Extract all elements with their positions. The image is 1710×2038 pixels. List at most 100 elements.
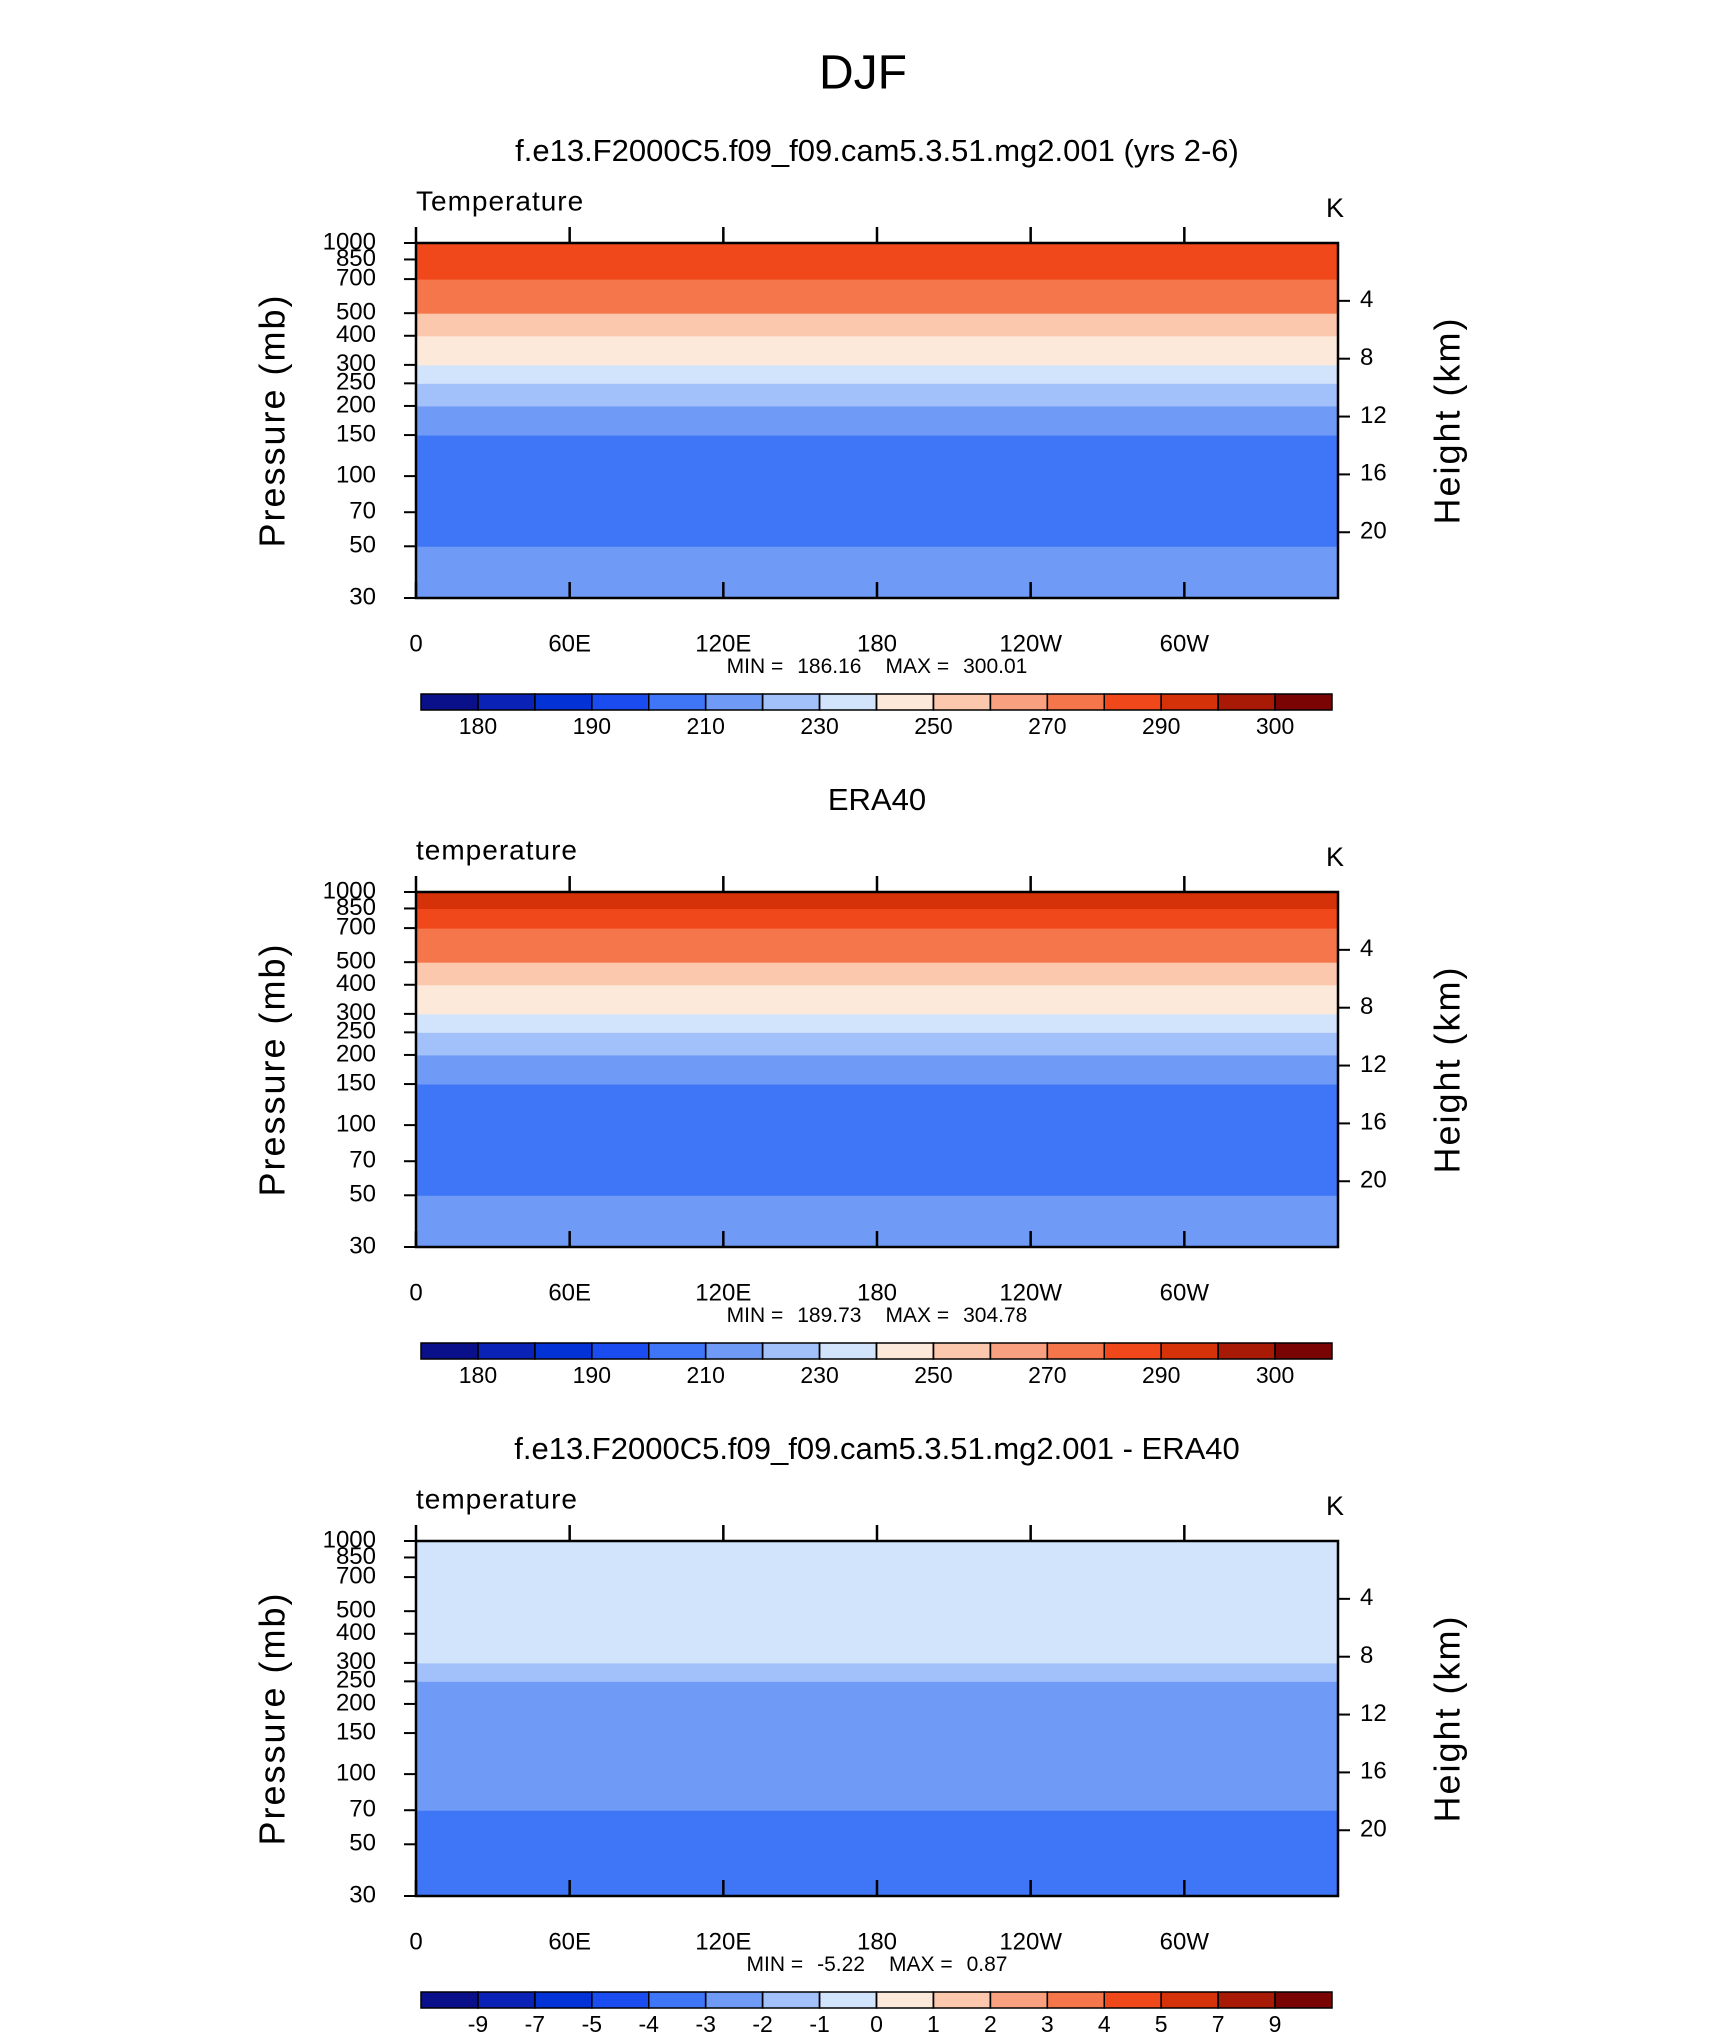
y2-axis-title: Height (km) <box>1427 316 1468 524</box>
stats-min-label: MIN = <box>747 1953 804 1976</box>
contour-band <box>416 1577 1338 1612</box>
colorbar-tick-label: 250 <box>914 713 952 739</box>
y-tick-label: 300 <box>336 350 376 377</box>
stats-max-label: MAX = <box>885 1304 949 1327</box>
colorbar-tick-label: 250 <box>914 1362 952 1388</box>
colorbar-box <box>818 693 878 711</box>
contour-band <box>416 259 1338 280</box>
colorbar-box <box>1103 693 1162 711</box>
panel-title: f.e13.F2000C5.f09_f09.cam5.3.51.mg2.001 … <box>515 133 1239 168</box>
colorbar-box <box>1217 1342 1276 1360</box>
colorbar-tick-label: 4 <box>1098 2011 1111 2037</box>
colorbar-tick-label: 3 <box>1041 2011 1054 2037</box>
contour-band <box>416 1703 1338 1734</box>
y-tick-label: 1000 <box>323 877 376 904</box>
y-tick-label: 1000 <box>323 228 376 255</box>
colorbar-tick-label: 230 <box>800 1362 838 1388</box>
colorbar-box <box>761 1342 821 1360</box>
colorbar-box <box>534 1991 593 2009</box>
y-tick-label: 100 <box>336 1759 376 1786</box>
x-tick-label: 120W <box>999 630 1062 657</box>
x-tick-label: 60W <box>1160 1279 1210 1306</box>
stats-max: 300.01 <box>963 655 1027 678</box>
y-tick-label: 400 <box>336 1619 376 1646</box>
contour-band <box>416 1541 1338 1558</box>
y2-tick-label: 20 <box>1360 1167 1387 1194</box>
y-tick-label: 300 <box>336 1648 376 1675</box>
colorbar-box <box>761 1991 821 2009</box>
stats-min-label: MIN = <box>727 655 784 678</box>
colorbar-box <box>989 693 1049 711</box>
y2-tick-label: 20 <box>1360 1816 1387 1843</box>
units-label: K <box>1326 193 1344 223</box>
colorbar-box <box>1274 693 1333 711</box>
x-tick-label: 120E <box>695 630 751 657</box>
y-tick-label: 700 <box>336 264 376 291</box>
colorbar-box <box>477 693 536 711</box>
y-tick-label: 500 <box>336 299 376 326</box>
contour-band <box>416 1662 1338 1682</box>
y2-tick-label: 8 <box>1360 344 1373 371</box>
y-tick-label: 50 <box>349 532 376 559</box>
y-tick-label: 850 <box>336 894 376 921</box>
colorbar-tick-label: 9 <box>1269 2011 1282 2037</box>
y-tick-label: 500 <box>336 948 376 975</box>
contour-band <box>416 1611 1338 1635</box>
y-axis-title: Pressure (mb) <box>252 942 293 1196</box>
panel-title: f.e13.F2000C5.f09_f09.cam5.3.51.mg2.001 … <box>514 1431 1240 1466</box>
x-tick-label: 60W <box>1160 1928 1210 1955</box>
colorbar-box <box>591 693 650 711</box>
y2-tick-label: 12 <box>1360 1051 1387 1078</box>
y-tick-label: 200 <box>336 1689 376 1716</box>
x-tick-label: 0 <box>409 630 422 657</box>
x-tick-label: 60E <box>548 630 591 657</box>
colorbar-tick-label: 180 <box>459 1362 497 1388</box>
y-tick-label: 300 <box>336 999 376 1026</box>
y-axis-title: Pressure (mb) <box>252 1591 293 1845</box>
y-tick-label: 400 <box>336 970 376 997</box>
colorbar-box <box>1160 693 1219 711</box>
contour-band <box>416 892 1338 909</box>
y-tick-label: 150 <box>336 1718 376 1745</box>
y2-tick-label: 16 <box>1360 1109 1387 1136</box>
contour-band <box>416 335 1338 366</box>
units-label: K <box>1326 842 1344 872</box>
stats-min: -5.22 <box>817 1953 865 1976</box>
colorbar-box <box>420 1991 479 2009</box>
y-tick-label: 100 <box>336 1110 376 1137</box>
x-tick-label: 180 <box>857 1928 897 1955</box>
x-tick-label: 120W <box>999 1928 1062 1955</box>
x-tick-label: 120W <box>999 1279 1062 1306</box>
y-tick-label: 1000 <box>323 1526 376 1553</box>
contour-band <box>416 928 1338 963</box>
colorbar-box <box>704 1991 764 2009</box>
y-tick-label: 70 <box>349 1147 376 1174</box>
x-tick-label: 60E <box>548 1279 591 1306</box>
units-label: K <box>1326 1491 1344 1521</box>
panel-title: ERA40 <box>828 782 926 817</box>
colorbar-tick-label: 300 <box>1256 1362 1294 1388</box>
colorbar-box <box>648 693 707 711</box>
colorbar-box <box>1103 1991 1162 2009</box>
y-tick-label: 150 <box>336 420 376 447</box>
colorbar-tick-label: 190 <box>573 1362 611 1388</box>
colorbar-box <box>989 1342 1049 1360</box>
colorbar-box <box>704 693 764 711</box>
y-tick-label: 200 <box>336 391 376 418</box>
colorbar-tick-label: 0 <box>870 2011 883 2037</box>
contour-band <box>416 908 1338 929</box>
x-tick-label: 0 <box>409 1279 422 1306</box>
x-tick-label: 60E <box>548 1928 591 1955</box>
colorbar-box <box>875 1991 935 2009</box>
colorbar-tick-label: 270 <box>1028 1362 1066 1388</box>
contour-band <box>416 1084 1338 1126</box>
y-tick-label: 850 <box>336 245 376 272</box>
y-tick-label: 850 <box>336 1543 376 1570</box>
colorbar-tick-label: -1 <box>809 2011 829 2037</box>
stats-min-label: MIN = <box>727 1304 784 1327</box>
contour-band <box>416 1013 1338 1033</box>
x-tick-label: 60W <box>1160 630 1210 657</box>
stats-max-label: MAX = <box>885 655 949 678</box>
variable-label: temperature <box>416 834 578 865</box>
